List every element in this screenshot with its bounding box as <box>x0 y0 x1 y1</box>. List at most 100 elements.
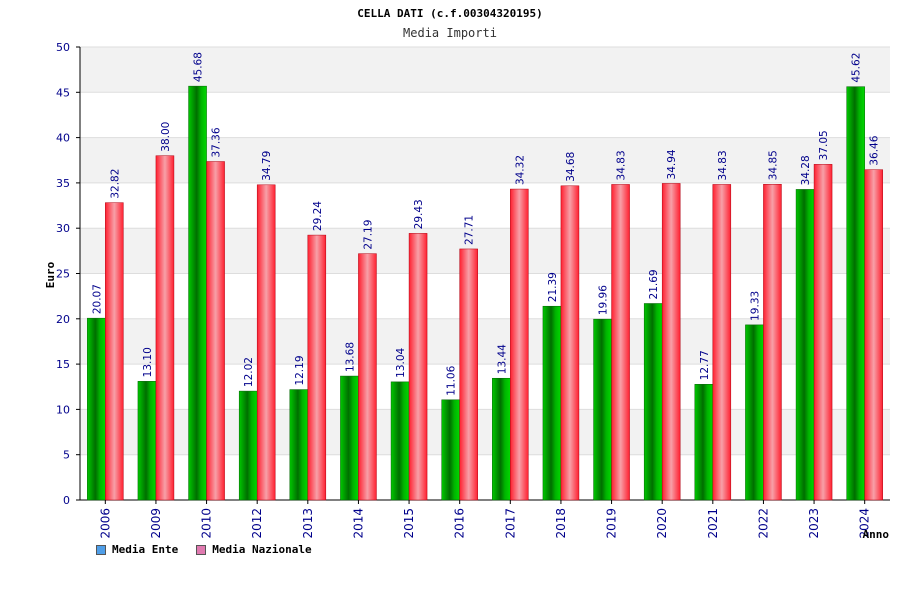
data-label: 34.32 <box>514 155 526 185</box>
y-tick-label: 45 <box>56 86 70 99</box>
x-tick-label: 2023 <box>807 508 821 539</box>
data-label: 34.68 <box>565 152 577 182</box>
data-label: 11.06 <box>446 365 458 395</box>
data-label: 38.00 <box>160 122 172 152</box>
bar-media-nazionale-2019 <box>611 184 630 501</box>
x-tick-label: 2021 <box>706 508 720 539</box>
x-tick-label: 2016 <box>453 508 467 539</box>
legend-item-media-ente: Media Ente <box>96 543 178 556</box>
data-label: 20.07 <box>91 284 103 314</box>
data-label: 13.44 <box>496 344 508 374</box>
bar-media-nazionale-2006 <box>105 202 124 501</box>
data-label: 29.43 <box>413 199 425 229</box>
plot-band <box>80 47 890 93</box>
bar-media-nazionale-2020 <box>661 183 681 501</box>
chart-legend: Media Ente Media Nazionale <box>96 543 312 556</box>
x-tick-label: 2006 <box>98 508 112 539</box>
y-tick-label: 50 <box>56 41 70 54</box>
bar-media-ente-2013 <box>289 389 309 501</box>
bar-media-ente-2012 <box>238 390 258 501</box>
x-tick-label: 2022 <box>756 508 770 539</box>
data-label: 45.68 <box>193 52 205 82</box>
legend-label-media-ente: Media Ente <box>112 543 179 556</box>
data-label: 13.04 <box>395 347 407 377</box>
bar-media-ente-2023 <box>795 189 815 501</box>
bar-media-nazionale-2022 <box>763 184 782 501</box>
data-label: 32.82 <box>109 169 121 199</box>
data-label: 12.77 <box>699 350 711 380</box>
x-tick-label: 2014 <box>351 508 365 539</box>
legend-swatch-media-ente <box>96 544 106 555</box>
y-tick-label: 5 <box>63 449 70 462</box>
x-tick-label: 2019 <box>605 508 619 539</box>
x-tick-label: 2018 <box>554 508 568 539</box>
data-label: 21.39 <box>547 272 559 302</box>
bar-media-nazionale-2014 <box>358 253 377 501</box>
bar-media-nazionale-2024 <box>864 169 883 501</box>
chart-subtitle: Media Importi <box>403 26 497 40</box>
data-label: 27.19 <box>362 220 374 250</box>
bar-media-nazionale-2023 <box>813 164 833 501</box>
x-tick-label: 2020 <box>655 508 669 539</box>
y-tick-label: 35 <box>56 177 70 190</box>
y-axis-label: Euro <box>44 261 57 288</box>
data-label: 12.19 <box>294 355 306 385</box>
y-tick-label: 10 <box>56 403 70 416</box>
bar-media-nazionale-2012 <box>256 184 276 501</box>
legend-swatch-media-nazionale <box>196 544 207 555</box>
bar-media-ente-2022 <box>745 324 764 501</box>
data-label: 37.05 <box>818 130 830 160</box>
data-label: 34.28 <box>800 155 812 185</box>
bar-media-ente-2017 <box>492 377 511 501</box>
data-label: 34.83 <box>717 150 729 180</box>
bar-media-ente-2015 <box>390 381 410 501</box>
bar-media-nazionale-2016 <box>459 248 478 501</box>
bar-media-nazionale-2009 <box>155 155 175 501</box>
x-tick-label: 2015 <box>402 508 416 539</box>
x-tick-label: 2013 <box>301 508 315 539</box>
x-tick-label: 2010 <box>200 508 214 539</box>
bar-media-ente-2020 <box>643 303 663 501</box>
chart-title: CELLA DATI (c.f.00304320195) <box>357 7 543 20</box>
data-label: 36.46 <box>869 135 881 165</box>
x-axis-label: Anno <box>863 528 890 541</box>
bar-media-ente-2010 <box>188 85 207 501</box>
bar-media-nazionale-2015 <box>408 233 428 501</box>
data-label: 34.79 <box>261 151 273 181</box>
bar-media-ente-2016 <box>441 399 460 501</box>
data-label: 19.96 <box>598 285 610 315</box>
y-tick-label: 0 <box>63 494 70 507</box>
data-label: 34.85 <box>767 150 779 180</box>
bar-media-ente-2024 <box>846 86 865 501</box>
bar-media-nazionale-2021 <box>712 184 732 501</box>
bar-media-nazionale-2018 <box>560 185 580 501</box>
bar-media-ente-2019 <box>593 318 612 501</box>
data-label: 13.68 <box>344 342 356 372</box>
data-label: 45.62 <box>851 53 863 83</box>
data-label: 34.94 <box>666 149 678 179</box>
y-tick-label: 25 <box>56 268 70 281</box>
y-tick-label: 15 <box>56 358 70 371</box>
data-label: 13.10 <box>142 347 154 377</box>
y-tick-label: 30 <box>56 222 70 235</box>
y-tick-label: 40 <box>56 132 70 145</box>
bar-media-nazionale-2013 <box>307 234 327 501</box>
bar-media-ente-2006 <box>87 317 106 501</box>
x-tick-label: 2017 <box>503 508 517 539</box>
data-label: 12.02 <box>243 357 255 387</box>
bar-media-ente-2021 <box>694 384 714 501</box>
legend-label-media-nazionale: Media Nazionale <box>212 543 312 556</box>
x-tick-label: 2009 <box>149 508 163 539</box>
bar-media-ente-2014 <box>340 375 359 501</box>
bar-media-ente-2018 <box>542 305 562 501</box>
bar-media-nazionale-2010 <box>206 161 225 501</box>
data-label: 19.33 <box>749 291 761 321</box>
x-tick-label: 2012 <box>250 508 264 539</box>
plot-band <box>80 92 890 138</box>
bar-media-nazionale-2017 <box>510 188 529 501</box>
data-label: 29.24 <box>312 201 324 231</box>
legend-item-media-nazionale: Media Nazionale <box>196 543 312 556</box>
x-tick-label: 2024 <box>858 508 872 539</box>
data-label: 21.69 <box>648 269 660 299</box>
